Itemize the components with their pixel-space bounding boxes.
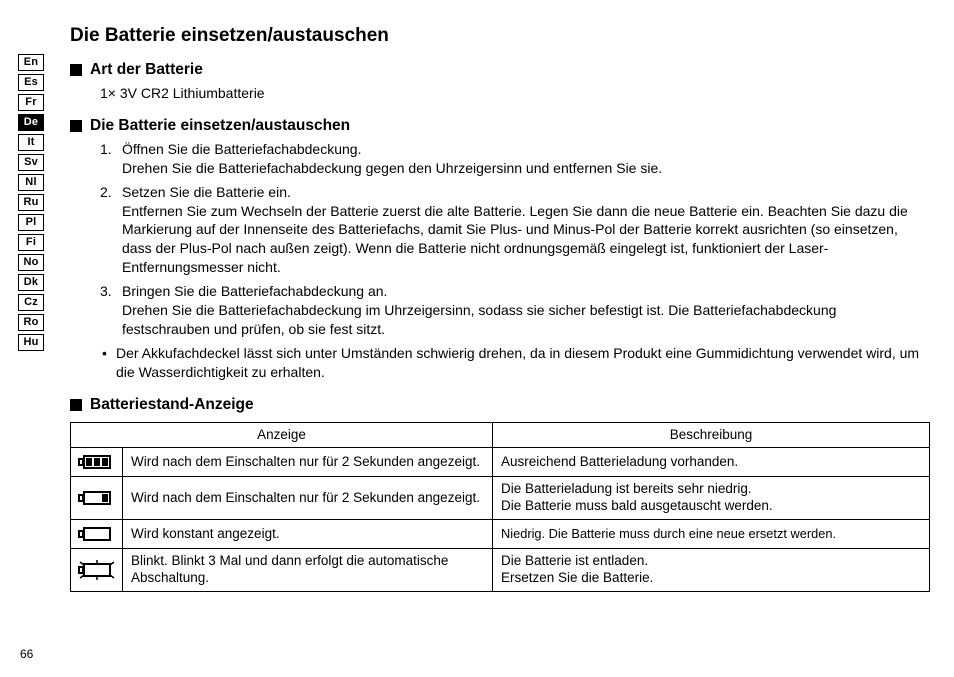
battery-full-icon bbox=[71, 448, 123, 477]
lang-item-fi[interactable]: Fi bbox=[18, 234, 44, 251]
lang-item-cz[interactable]: Cz bbox=[18, 294, 44, 311]
battery-type-text: 1× 3V CR2 Lithiumbatterie bbox=[100, 84, 924, 103]
beschreibung-cell: Die Batterie ist entladen.Ersetzen Sie d… bbox=[493, 549, 930, 592]
lang-item-it[interactable]: It bbox=[18, 134, 44, 151]
battery-status-table: Anzeige Beschreibung Wird nach dem Einsc… bbox=[70, 422, 930, 592]
step-detail: Drehen Sie die Batteriefachabdeckung geg… bbox=[122, 159, 924, 178]
language-sidebar: En Es Fr De It Sv Nl Ru Pl Fi No Dk Cz Ro Hu bbox=[18, 54, 44, 351]
battery-half-icon bbox=[71, 477, 123, 520]
step-item: Setzen Sie die Batterie ein.Entfernen Si… bbox=[100, 183, 924, 277]
lang-item-de[interactable]: De bbox=[18, 114, 44, 131]
beschreibung-cell: Die Batterieladung ist bereits sehr nied… bbox=[493, 477, 930, 520]
lang-item-hu[interactable]: Hu bbox=[18, 334, 44, 351]
step-detail: Drehen Sie die Batteriefachabdeckung im … bbox=[122, 301, 924, 339]
lang-item-no[interactable]: No bbox=[18, 254, 44, 271]
section-heading-battery-type: Art der Batterie bbox=[70, 61, 924, 79]
lang-item-fr[interactable]: Fr bbox=[18, 94, 44, 111]
insert-replace-body: Öffnen Sie die Batteriefachabdeckung.Dre… bbox=[100, 140, 924, 382]
step-title: Setzen Sie die Batterie ein. bbox=[122, 183, 924, 202]
table-row: Wird nach dem Einschalten nur für 2 Seku… bbox=[71, 477, 930, 520]
anzeige-cell: Wird konstant angezeigt. bbox=[123, 520, 493, 549]
step-detail: Entfernen Sie zum Wechseln der Batterie … bbox=[122, 202, 924, 278]
section-heading-insert-replace: Die Batterie einsetzen/austauschen bbox=[70, 117, 924, 135]
section-battery-status: Batteriestand-Anzeige Anzeige Beschreibu… bbox=[70, 396, 924, 592]
lang-item-ru[interactable]: Ru bbox=[18, 194, 44, 211]
step-item: Öffnen Sie die Batteriefachabdeckung.Dre… bbox=[100, 140, 924, 178]
heading-text: Batteriestand-Anzeige bbox=[90, 396, 254, 414]
page-number: 66 bbox=[20, 647, 33, 661]
heading-text: Art der Batterie bbox=[90, 61, 203, 79]
lang-item-en[interactable]: En bbox=[18, 54, 44, 71]
step-title: Öffnen Sie die Batteriefachabdeckung. bbox=[122, 140, 924, 159]
battery-status-table-wrap: Anzeige Beschreibung Wird nach dem Einsc… bbox=[70, 422, 924, 592]
anzeige-cell: Wird nach dem Einschalten nur für 2 Seku… bbox=[123, 448, 493, 477]
lang-item-ro[interactable]: Ro bbox=[18, 314, 44, 331]
table-row: Wird konstant angezeigt.Niedrig. Die Bat… bbox=[71, 520, 930, 549]
anzeige-cell: Blinkt. Blinkt 3 Mal und dann erfolgt di… bbox=[123, 549, 493, 592]
lang-item-es[interactable]: Es bbox=[18, 74, 44, 91]
page-title: Die Batterie einsetzen/austauschen bbox=[70, 25, 924, 47]
notes-list: Der Akkufachdeckel lässt sich unter Umst… bbox=[100, 344, 924, 382]
lang-item-nl[interactable]: Nl bbox=[18, 174, 44, 191]
anzeige-cell: Wird nach dem Einschalten nur für 2 Seku… bbox=[123, 477, 493, 520]
battery-low-icon bbox=[71, 520, 123, 549]
heading-text: Die Batterie einsetzen/austauschen bbox=[90, 117, 350, 135]
section-insert-replace: Die Batterie einsetzen/austauschen Öffne… bbox=[70, 117, 924, 382]
lang-item-dk[interactable]: Dk bbox=[18, 274, 44, 291]
steps-list: Öffnen Sie die Batteriefachabdeckung.Dre… bbox=[100, 140, 924, 339]
section-heading-battery-status: Batteriestand-Anzeige bbox=[70, 396, 924, 414]
note-item: Der Akkufachdeckel lässt sich unter Umst… bbox=[100, 344, 924, 382]
section-battery-type: Art der Batterie 1× 3V CR2 Lithiumbatter… bbox=[70, 61, 924, 103]
table-row: Wird nach dem Einschalten nur für 2 Seku… bbox=[71, 448, 930, 477]
beschreibung-cell: Niedrig. Die Batterie muss durch eine ne… bbox=[493, 520, 930, 549]
step-item: Bringen Sie die Batteriefachabdeckung an… bbox=[100, 282, 924, 339]
battery-status-tbody: Wird nach dem Einschalten nur für 2 Seku… bbox=[71, 448, 930, 592]
battery-blink-icon bbox=[71, 549, 123, 592]
step-title: Bringen Sie die Batteriefachabdeckung an… bbox=[122, 282, 924, 301]
table-header-anzeige: Anzeige bbox=[71, 422, 493, 448]
lang-item-sv[interactable]: Sv bbox=[18, 154, 44, 171]
table-row: Blinkt. Blinkt 3 Mal und dann erfolgt di… bbox=[71, 549, 930, 592]
lang-item-pl[interactable]: Pl bbox=[18, 214, 44, 231]
page-content: Die Batterie einsetzen/austauschen Art d… bbox=[70, 25, 924, 606]
beschreibung-cell: Ausreichend Batterieladung vorhanden. bbox=[493, 448, 930, 477]
table-header-beschreibung: Beschreibung bbox=[493, 422, 930, 448]
